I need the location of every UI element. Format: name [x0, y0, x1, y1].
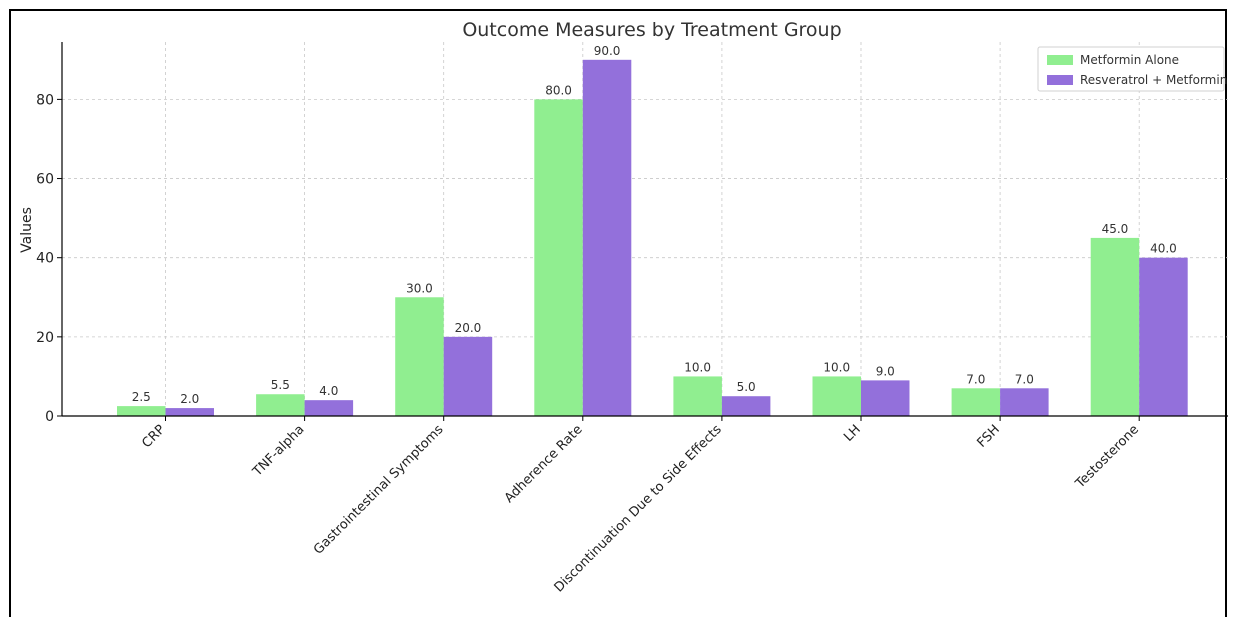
data-label: 5.5 — [271, 378, 290, 392]
data-label: 40.0 — [1150, 242, 1177, 256]
data-label: 10.0 — [823, 360, 850, 374]
x-tick-label: LH — [841, 422, 864, 445]
bar — [256, 394, 305, 416]
grid-layer — [62, 42, 1228, 417]
x-tick-label: Discontinuation Due to Side Effects — [552, 422, 725, 595]
bar — [395, 297, 444, 416]
bar — [117, 406, 166, 416]
bar — [582, 59, 632, 417]
bar — [304, 400, 354, 416]
bar — [1139, 257, 1188, 416]
x-tick-label: TNF-alpha — [250, 422, 308, 480]
data-label: 7.0 — [966, 372, 985, 386]
data-label: 20.0 — [455, 321, 482, 335]
bar — [165, 408, 214, 416]
bar — [1090, 237, 1140, 416]
data-label: 30.0 — [406, 281, 433, 295]
data-label: 90.0 — [594, 44, 621, 58]
y-axis-label: Values — [19, 207, 35, 253]
x-tick-label: CRP — [139, 422, 168, 451]
bar — [534, 99, 583, 417]
legend-swatch — [1047, 75, 1073, 85]
axis-layer: 0 20 40 60 80 CRP TNF-alpha Gastrointestinal Sy… — [36, 42, 1228, 595]
data-label: 9.0 — [876, 364, 895, 378]
data-label: 4.0 — [319, 384, 338, 398]
data-label: 80.0 — [545, 83, 572, 97]
chart-frame — [9, 9, 1227, 617]
bar-layer: 2.5 2.0 5.5 4.0 30.0 20.0 80.0 90.0 10.0 5.0 10.0 9… — [117, 44, 1188, 417]
legend-swatch — [1047, 55, 1073, 65]
bar — [861, 380, 910, 416]
y-tick-label: 80 — [36, 92, 54, 108]
chart-title: Outcome Measures by Treatment Group — [462, 19, 841, 41]
data-label: 45.0 — [1102, 222, 1129, 236]
legend-label: Resveratrol + Metformin — [1080, 73, 1227, 87]
y-tick-label: 20 — [36, 330, 54, 346]
legend-label: Metformin Alone — [1080, 53, 1179, 67]
data-label: 2.0 — [180, 392, 199, 406]
bar — [721, 396, 771, 416]
x-tick-label: Testosterone — [1072, 422, 1142, 492]
data-label: 7.0 — [1015, 372, 1034, 386]
x-tick-label: Adherence Rate — [502, 422, 586, 506]
y-tick-label: 0 — [45, 409, 54, 425]
data-label: 5.0 — [737, 380, 756, 394]
legend-box — [1037, 46, 1225, 92]
bar — [443, 336, 493, 416]
x-tick-label: FSH — [974, 422, 1002, 450]
y-tick-label: 60 — [36, 172, 54, 188]
x-tick-label: Gastrointestinal Symptoms — [311, 422, 447, 558]
bar — [812, 376, 861, 416]
data-label: 2.5 — [132, 390, 151, 404]
legend: Metformin Alone Resveratrol + Metformin — [1037, 46, 1227, 92]
bar — [673, 376, 722, 416]
bar — [951, 388, 1001, 416]
y-tick-label: 40 — [36, 251, 54, 267]
bar — [1000, 388, 1049, 416]
data-label: 10.0 — [684, 360, 711, 374]
